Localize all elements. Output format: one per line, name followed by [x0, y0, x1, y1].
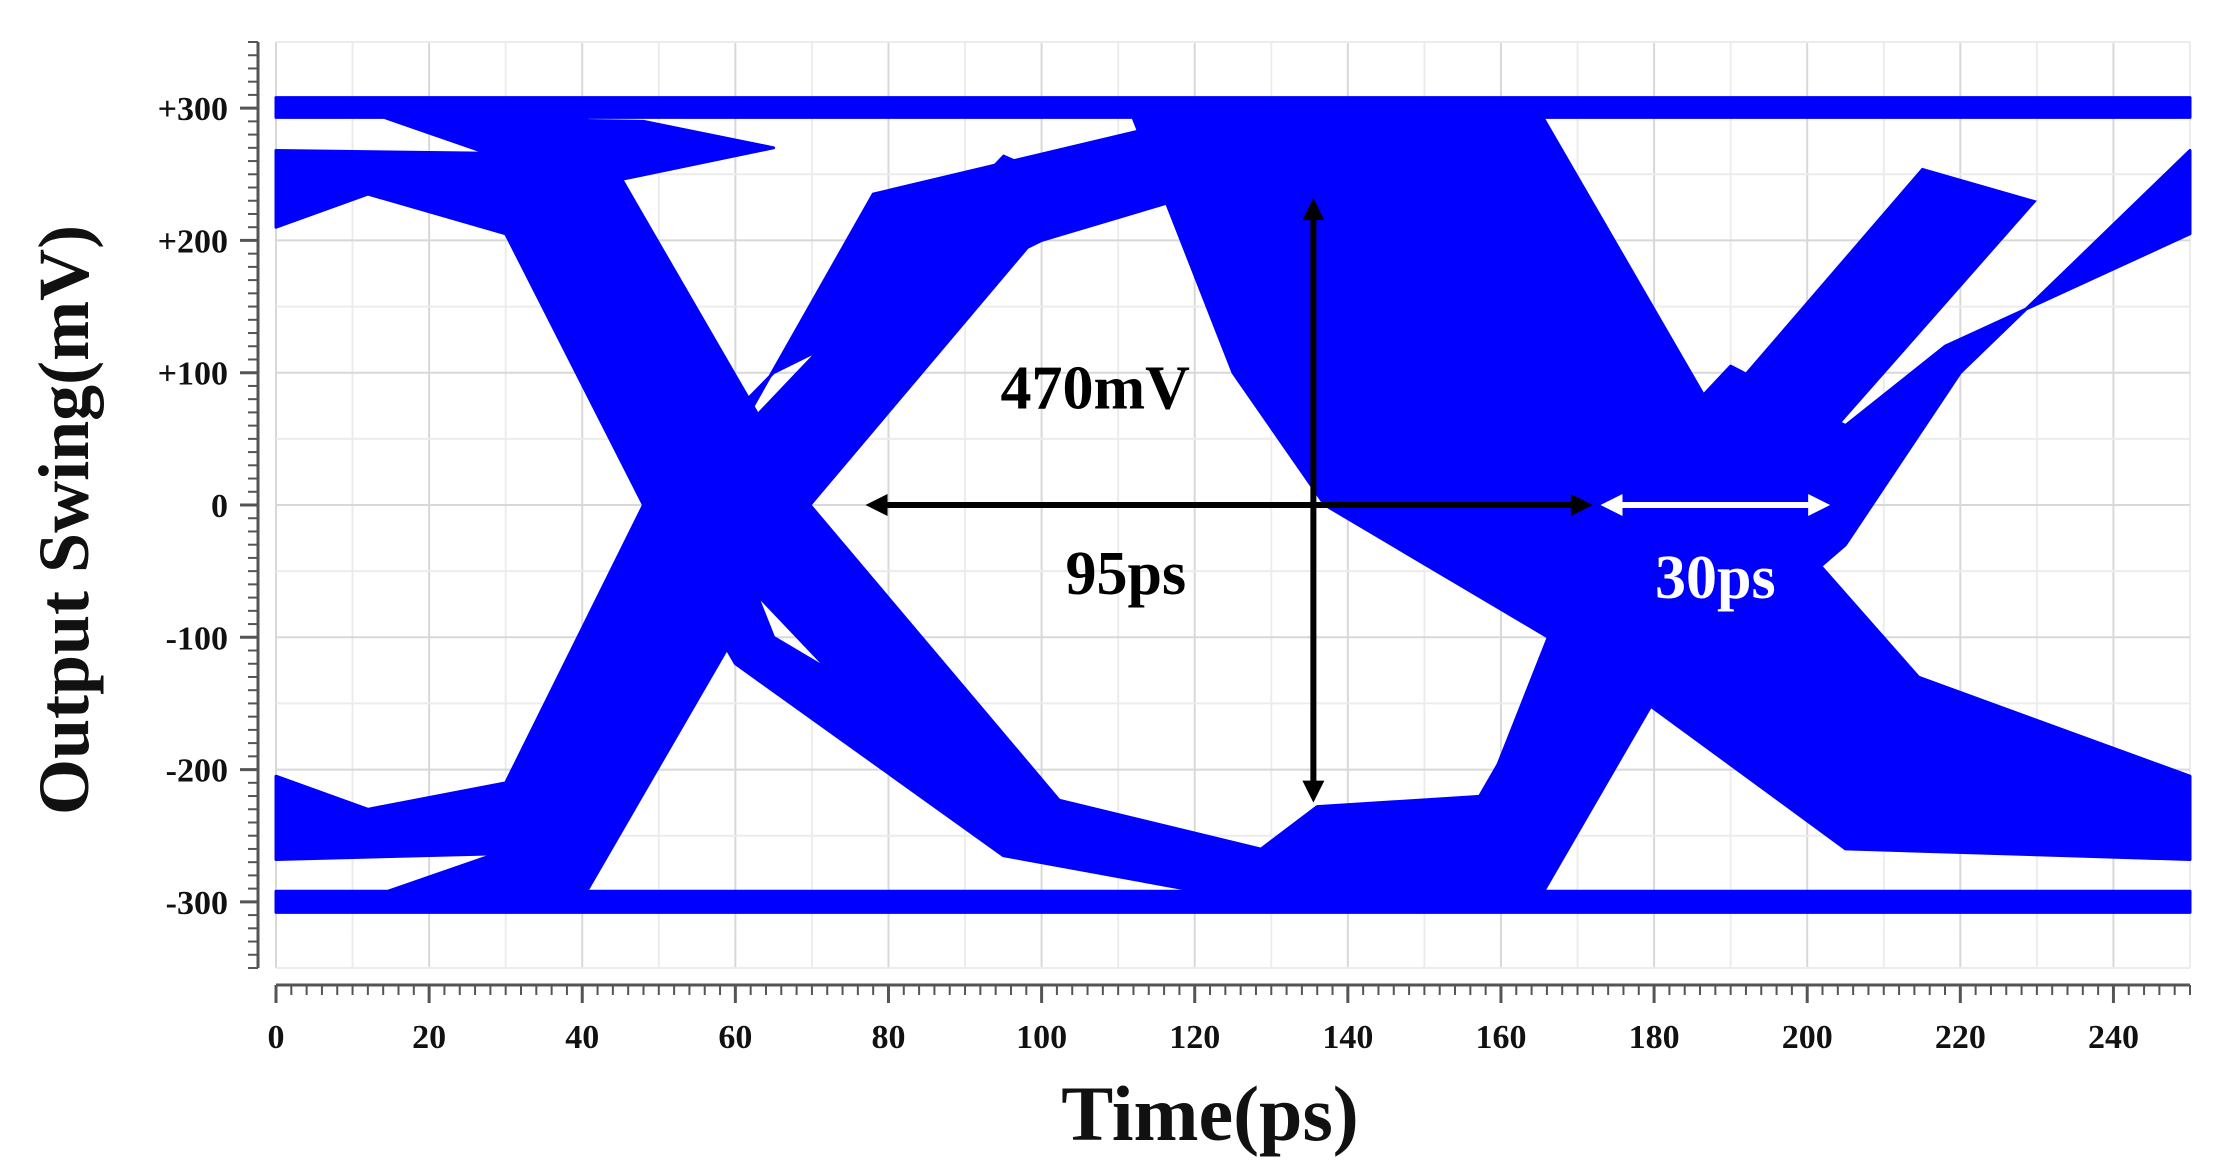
arrowhead — [1302, 198, 1325, 221]
eye-crossing — [1317, 167, 2037, 902]
eye-crossing — [352, 154, 1080, 902]
x-tick-label: 20 — [412, 1019, 446, 1056]
axes: +300 +200 +100 0 -100 -200 -300 0 20 40 60 80 100 120… — [158, 41, 2191, 1056]
y-tick-label: +100 — [158, 356, 228, 393]
x-tick-label: 240 — [2088, 1019, 2139, 1056]
eye-traces — [274, 96, 2192, 914]
arrowhead — [1808, 494, 1831, 516]
x-tick-label: 120 — [1169, 1019, 1220, 1056]
arrowhead — [865, 494, 888, 516]
y-tick-label: +300 — [158, 91, 228, 128]
x-axis-label: Time(ps) — [1061, 1070, 1359, 1157]
x-tick-label: 140 — [1322, 1019, 1373, 1056]
x-tick-label: 180 — [1629, 1019, 1680, 1056]
x-tick-label: 80 — [871, 1019, 905, 1056]
arrowhead — [1570, 494, 1593, 516]
x-tick-label: 40 — [565, 1019, 599, 1056]
x-tick-label: 100 — [1016, 1019, 1067, 1056]
x-tick-label: 160 — [1475, 1019, 1526, 1056]
y-tick-label: -100 — [166, 620, 228, 657]
eye-width-label: 95ps — [1066, 540, 1187, 608]
x-tick-label: 220 — [1935, 1019, 1986, 1056]
eye-height-label: 470mV — [1000, 355, 1190, 423]
y-tick-label: -200 — [166, 753, 228, 790]
y-tick-label: +200 — [158, 223, 228, 260]
y-tick-label: -300 — [166, 885, 228, 922]
arrowhead — [1302, 780, 1325, 803]
arrowhead — [1600, 494, 1623, 516]
y-tick-label: 0 — [211, 488, 228, 525]
x-tick-label: 0 — [268, 1019, 285, 1056]
annotations: 470mV 95ps 30ps — [865, 198, 1831, 803]
jitter-label: 30ps — [1655, 544, 1776, 612]
x-tick-label: 60 — [718, 1019, 752, 1056]
x-tick-label: 200 — [1782, 1019, 1833, 1056]
y-axis-label: Output Swing(mV) — [24, 225, 104, 815]
